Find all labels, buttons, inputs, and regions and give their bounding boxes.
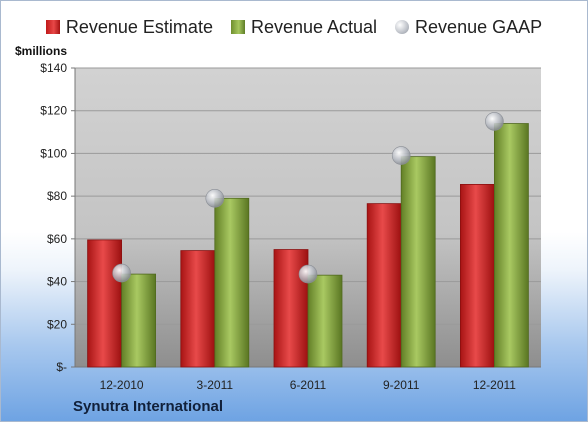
x-tick-label: 12-2010: [100, 378, 144, 392]
x-tick-label: 12-2011: [473, 378, 516, 392]
company-name: Synutra International: [73, 398, 224, 415]
bar-revenue-actual: [307, 274, 343, 368]
legend-swatch-gaap: [395, 20, 410, 34]
y-tick-label: $20: [47, 317, 67, 331]
y-tick-label: $100: [40, 146, 67, 160]
bar-revenue-estimate: [180, 250, 216, 368]
y-axis-unit-label: $millions: [15, 44, 68, 58]
x-tick-label: 6-2011: [290, 378, 327, 392]
y-tick-label: $40: [47, 275, 67, 289]
bar-revenue-actual: [493, 123, 529, 368]
bars: [87, 123, 529, 368]
y-axis-ticks: $- $20 $40 $60 $80 $100 $120 $140: [40, 61, 76, 374]
legend-item-actual: Revenue Actual: [230, 16, 378, 38]
marker-revenue-gaap: [205, 188, 225, 208]
legend-swatch-actual: [230, 20, 245, 34]
legend-swatch-estimate: [45, 20, 60, 34]
x-tick-label: 3-2011: [197, 378, 234, 392]
x-tick-label: 9-2011: [383, 378, 420, 392]
marker-revenue-gaap: [298, 264, 318, 284]
bar-revenue-actual: [214, 197, 250, 368]
legend-label-estimate: Revenue Estimate: [65, 16, 213, 37]
marker-revenue-gaap: [112, 263, 131, 283]
legend-label-actual: Revenue Actual: [250, 16, 378, 37]
y-tick-label: $60: [47, 232, 67, 246]
legend-item-gaap: Revenue GAAP: [395, 17, 542, 38]
bar-revenue-actual: [121, 273, 156, 368]
y-tick-label: $-: [56, 360, 67, 374]
bar-revenue-estimate: [87, 239, 122, 368]
gaap-markers: [112, 112, 504, 284]
bar-revenue-estimate: [459, 183, 495, 368]
marker-revenue-gaap: [485, 112, 504, 131]
bar-revenue-estimate: [366, 203, 402, 368]
bar-revenue-actual: [400, 156, 436, 368]
y-tick-label: $80: [47, 189, 67, 203]
x-axis-ticks: 12-2010 3-2011 6-2011 9-2011 12-2011: [100, 378, 517, 392]
legend-item-estimate: Revenue Estimate: [45, 16, 213, 38]
y-tick-label: $120: [40, 104, 67, 118]
legend-label-gaap: Revenue GAAP: [415, 16, 543, 37]
marker-revenue-gaap: [391, 146, 411, 165]
y-tick-label: $140: [40, 61, 67, 75]
legend: Revenue Estimate Revenue Actual Revenue …: [1, 15, 587, 39]
